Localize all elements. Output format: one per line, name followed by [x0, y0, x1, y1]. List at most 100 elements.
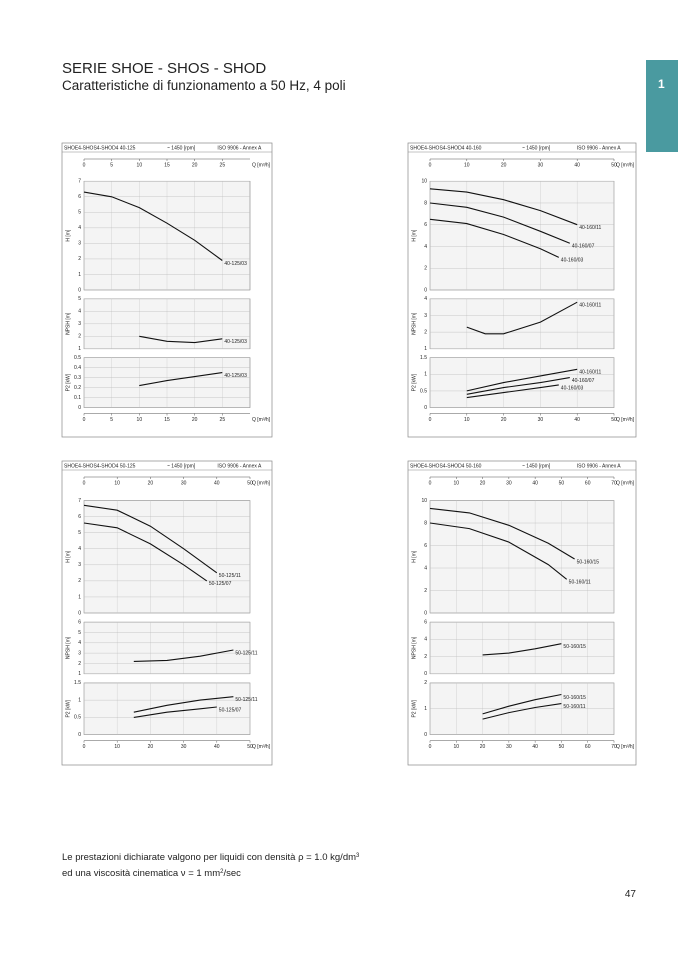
curve-label: 40-160/07 [572, 244, 595, 250]
y-tick-label: 6 [78, 619, 81, 625]
q-tick-label: 20 [192, 162, 198, 168]
q-tick-label: 25 [220, 162, 226, 168]
curve-label: 40-125/03 [224, 339, 247, 345]
y-axis-label: H [m] [411, 550, 417, 563]
y-tick-label: 5 [78, 210, 81, 216]
performance-curve [133, 706, 217, 718]
q-axis-label: Q [m³/h] [252, 162, 271, 168]
curve-label: 50-160/15 [563, 644, 586, 650]
section-tab [646, 60, 678, 152]
q-tick-label: 40 [214, 480, 220, 486]
y-axis-label: NPSH [m] [65, 312, 71, 335]
q-tick-label: 40 [214, 744, 220, 750]
q-tick-label: 30 [181, 744, 187, 750]
y-tick-label: 4 [78, 225, 81, 231]
q-axis-label: Q [m³/h] [616, 744, 635, 750]
q-tick-label: 20 [148, 744, 154, 750]
y-tick-label: 7 [78, 498, 81, 504]
subtitle: Caratteristiche di funzionamento a 50 Hz… [62, 78, 346, 93]
y-tick-label: 3 [78, 562, 81, 568]
panel-norm: ISO 9906 - Annex A [217, 463, 262, 469]
y-axis-label: H [m] [411, 229, 417, 242]
footer-text: /sec [223, 868, 241, 879]
y-tick-label: 3 [78, 241, 81, 247]
q-tick-label: 20 [192, 417, 198, 423]
plot-area [83, 621, 251, 675]
y-tick-label: 1 [424, 346, 427, 352]
panel-speed: ~ 1450 [rpm] [522, 145, 551, 151]
panel-model: SHOE4-SHOS4-SHOD4 40-160 [410, 145, 482, 151]
q-tick-label: 50 [559, 480, 565, 486]
y-tick-label: 0 [424, 732, 427, 738]
y-tick-label: 0 [78, 610, 81, 616]
y-tick-label: 8 [424, 520, 427, 526]
q-tick-label: 0 [83, 480, 86, 486]
y-tick-label: 6 [424, 543, 427, 549]
performance-curve [133, 649, 234, 662]
y-tick-label: 0.1 [74, 395, 81, 401]
q-axis-label: Q [m³/h] [616, 417, 635, 423]
y-tick-label: 0 [424, 610, 427, 616]
q-tick-label: 60 [585, 744, 591, 750]
plot-area [429, 180, 615, 291]
performance-curve [83, 522, 208, 582]
y-tick-label: 0 [78, 732, 81, 738]
y-tick-label: 0.5 [74, 715, 81, 721]
y-axis-label: NPSH [m] [411, 312, 417, 335]
q-axis-label: Q [m³/h] [252, 417, 271, 423]
y-axis-label: H [m] [65, 550, 71, 563]
footer-text: Le prestazioni dichiarate valgono per li… [62, 852, 356, 863]
q-tick-label: 30 [181, 480, 187, 486]
curve-label: 50-160/11 [563, 704, 585, 710]
q-tick-label: 30 [506, 480, 512, 486]
y-tick-label: 1 [78, 272, 81, 278]
superscript: 3 [356, 853, 360, 859]
performance-curve [466, 384, 559, 399]
y-tick-label: 2 [78, 578, 81, 584]
q-axis-label: Q [m³/h] [252, 744, 271, 750]
y-tick-label: 5 [78, 630, 81, 636]
panel-model: SHOE4-SHOS4-SHOD4 40-125 [64, 145, 136, 151]
y-tick-label: 2 [424, 654, 427, 660]
performance-curve [466, 377, 570, 395]
y-tick-label: 0.5 [74, 355, 81, 361]
y-tick-label: 0 [424, 287, 427, 293]
page-number: 47 [625, 889, 637, 900]
y-tick-label: 6 [78, 514, 81, 520]
curve-label: 50-125/11 [235, 650, 257, 656]
y-tick-label: 2 [78, 661, 81, 667]
y-tick-label: 0 [424, 671, 427, 677]
y-axis-label: NPSH [m] [411, 636, 417, 659]
y-tick-label: 3 [78, 321, 81, 327]
plot-area [429, 500, 615, 614]
q-tick-label: 40 [574, 162, 580, 168]
panel-norm: ISO 9906 - Annex A [217, 145, 262, 151]
q-tick-label: 20 [480, 744, 486, 750]
curve-label: 50-125/11 [235, 697, 257, 703]
q-axis-label: Q [m³/h] [252, 480, 271, 486]
y-tick-label: 1.5 [74, 680, 81, 686]
y-tick-label: 1 [78, 671, 81, 677]
y-tick-label: 7 [78, 179, 81, 185]
y-tick-label: 10 [421, 498, 427, 504]
y-axis-label: P2 [kW] [65, 699, 71, 717]
curve-label: 40-160/11 [579, 225, 601, 231]
curve-label: 50-160/15 [563, 695, 586, 701]
performance-curve [83, 191, 223, 261]
y-tick-label: 2 [78, 334, 81, 340]
y-tick-label: 2 [424, 588, 427, 594]
footer-line: Le prestazioni dichiarate valgono per li… [62, 852, 360, 863]
q-tick-label: 20 [501, 417, 507, 423]
curve-label: 50-125/07 [209, 581, 232, 587]
performance-curve [139, 335, 223, 344]
curve-label: 40-160/07 [572, 378, 595, 384]
curve-label: 50-160/11 [569, 580, 591, 586]
performance-curve [429, 188, 578, 226]
q-tick-label: 0 [83, 417, 86, 423]
curve-label: 40-160/03 [561, 385, 584, 391]
q-tick-label: 70 [611, 480, 617, 486]
plot-area [429, 298, 615, 350]
q-tick-label: 15 [164, 417, 170, 423]
q-tick-label: 20 [148, 480, 154, 486]
